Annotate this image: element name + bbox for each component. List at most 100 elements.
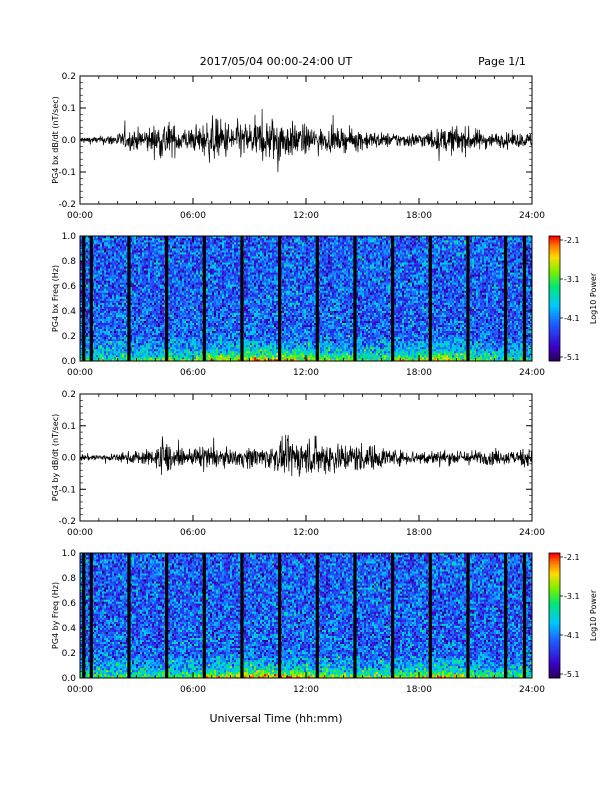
spectrogram-cell (188, 244, 190, 246)
spectrogram-cell (116, 270, 118, 272)
spectrogram-cell (168, 341, 170, 343)
spectrogram-cell (212, 333, 214, 335)
spectrogram-cell (136, 250, 138, 252)
spectrogram-cell (190, 244, 192, 246)
spectrogram-cell (192, 250, 194, 252)
spectrogram-cell (142, 274, 144, 276)
spectrogram-cell (224, 319, 226, 321)
spectrogram-cell (118, 274, 120, 276)
spectrogram-cell (142, 323, 144, 325)
spectrogram-cell (122, 333, 124, 335)
spectrogram-cell (222, 343, 224, 345)
spectrogram-cell (104, 284, 106, 286)
spectrogram-cell (212, 286, 214, 288)
spectrogram-cell (150, 264, 152, 266)
spectrogram-cell (120, 301, 122, 303)
spectrogram-cell (98, 321, 100, 323)
spectrogram-cell (168, 256, 170, 258)
spectrogram-cell (94, 288, 96, 290)
spectrogram-cell (208, 252, 210, 254)
spectrogram-cell (156, 305, 158, 307)
spectrogram-cell (214, 301, 216, 303)
spectrogram-cell (172, 290, 174, 292)
spectrogram-cell (94, 351, 96, 353)
spectrogram-cell (122, 290, 124, 292)
spectrogram-cell (224, 258, 226, 260)
spectrogram-cell (172, 278, 174, 280)
spectrogram-cell (228, 258, 230, 260)
spectrogram-cell (208, 256, 210, 258)
spectrogram-cell (138, 325, 140, 327)
spectrogram-cell (134, 240, 136, 242)
spectrogram-cell (192, 319, 194, 321)
spectrogram-cell (112, 270, 114, 272)
spectrogram-cell (170, 246, 172, 248)
spectrogram-cell (234, 351, 236, 353)
spectrogram-cell (98, 262, 100, 264)
spectrogram-cell (232, 313, 234, 315)
spectrogram-cell (136, 248, 138, 250)
spectrogram-cell (122, 325, 124, 327)
spectrogram-cell (208, 343, 210, 345)
spectrogram-cell (192, 345, 194, 347)
spectrogram-cell (156, 301, 158, 303)
spectrogram-cell (226, 323, 228, 325)
spectrogram-cell (196, 345, 198, 347)
spectrogram-cell (218, 268, 220, 270)
spectrogram-cell (104, 282, 106, 284)
spectrogram-cell (178, 268, 180, 270)
spectrogram-cell (160, 339, 162, 341)
spectrogram-cell (236, 347, 238, 349)
spectrogram-cell (120, 292, 122, 294)
spectrogram-cell (160, 313, 162, 315)
spectrogram-cell (114, 286, 116, 288)
spectrogram-cell (152, 286, 154, 288)
spectrogram-cell (94, 301, 96, 303)
spectrogram-cell (144, 329, 146, 331)
spectrogram-cell (200, 262, 202, 264)
spectrogram-cell (228, 301, 230, 303)
spectrogram-cell (194, 266, 196, 268)
spectrogram-cell (110, 254, 112, 256)
spectrogram-cell (140, 337, 142, 339)
spectrogram-cell (154, 303, 156, 305)
spectrogram-cell (132, 349, 134, 351)
spectrogram-cell (132, 244, 134, 246)
spectrogram-cell (136, 264, 138, 266)
spectrogram-cell (118, 276, 120, 278)
spectrogram-cell (190, 286, 192, 288)
spectrogram-cell (150, 286, 152, 288)
spectrogram-cell (212, 329, 214, 331)
spectrogram-cell (214, 284, 216, 286)
spectrogram-cell (136, 319, 138, 321)
spectrogram-cell (112, 307, 114, 309)
spectrogram-cell (148, 337, 150, 339)
spectrogram-cell (190, 280, 192, 282)
spectrogram-cell (188, 246, 190, 248)
spectrogram-cell (186, 238, 188, 240)
spectrogram-cell (184, 299, 186, 301)
spectrogram-cell (120, 317, 122, 319)
spectrogram-cell (110, 248, 112, 250)
spectrogram-cell (114, 272, 116, 274)
spectrogram-cell (124, 315, 126, 317)
spectrogram-cell (116, 266, 118, 268)
spectrogram-cell (132, 286, 134, 288)
spectrogram-cell (186, 333, 188, 335)
spectrogram-cell (208, 244, 210, 246)
spectrogram-cell (206, 254, 208, 256)
spectrogram-cell (190, 313, 192, 315)
spectrogram-cell (162, 355, 164, 357)
spectrogram-cell (228, 280, 230, 282)
spectrogram-cell (144, 262, 146, 264)
spectrogram-cell (102, 313, 104, 315)
spectrogram-cell (114, 301, 116, 303)
spectrogram-cell (198, 278, 200, 280)
spectrogram-cell (132, 333, 134, 335)
spectrogram-cell (86, 357, 88, 359)
spectrogram-cell (210, 288, 212, 290)
spectrogram-cell (196, 274, 198, 276)
spectrogram-cell (230, 299, 232, 301)
spectrogram-cell (106, 268, 108, 270)
spectrogram-cell (188, 288, 190, 290)
